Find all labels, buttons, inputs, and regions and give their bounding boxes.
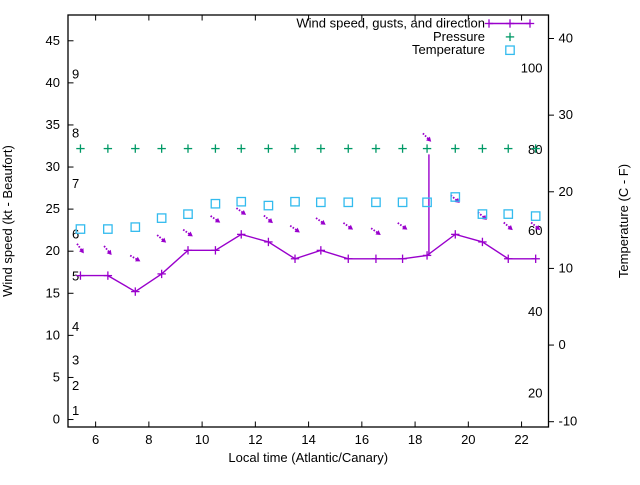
svg-text:4: 4 bbox=[72, 319, 79, 334]
svg-text:-10: -10 bbox=[559, 414, 578, 429]
svg-text:0: 0 bbox=[53, 412, 60, 427]
svg-text:22: 22 bbox=[514, 432, 528, 447]
svg-text:35: 35 bbox=[46, 117, 60, 132]
svg-text:12: 12 bbox=[248, 432, 262, 447]
svg-text:20: 20 bbox=[46, 243, 60, 258]
svg-text:20: 20 bbox=[559, 184, 573, 199]
svg-text:Wind speed (kt - Beaufort): Wind speed (kt - Beaufort) bbox=[0, 145, 15, 297]
svg-text:100: 100 bbox=[521, 61, 543, 76]
svg-text:5: 5 bbox=[53, 369, 60, 384]
svg-text:14: 14 bbox=[301, 432, 315, 447]
svg-text:45: 45 bbox=[46, 33, 60, 48]
svg-text:20: 20 bbox=[461, 432, 475, 447]
svg-text:60: 60 bbox=[528, 223, 542, 238]
svg-text:0: 0 bbox=[559, 337, 566, 352]
svg-text:8: 8 bbox=[72, 125, 79, 140]
svg-text:Temperature (C - F): Temperature (C - F) bbox=[616, 164, 631, 278]
svg-text:1: 1 bbox=[72, 403, 79, 418]
svg-text:10: 10 bbox=[46, 327, 60, 342]
svg-text:30: 30 bbox=[559, 107, 573, 122]
svg-text:3: 3 bbox=[72, 353, 79, 368]
svg-text:20: 20 bbox=[528, 385, 542, 400]
svg-text:25: 25 bbox=[46, 201, 60, 216]
svg-text:Temperature: Temperature bbox=[412, 42, 485, 57]
svg-text:10: 10 bbox=[195, 432, 209, 447]
svg-text:Local time (Atlantic/Canary): Local time (Atlantic/Canary) bbox=[228, 450, 388, 465]
svg-text:15: 15 bbox=[46, 285, 60, 300]
svg-text:18: 18 bbox=[408, 432, 422, 447]
svg-text:9: 9 bbox=[72, 66, 79, 81]
svg-text:16: 16 bbox=[355, 432, 369, 447]
svg-text:8: 8 bbox=[145, 432, 152, 447]
svg-text:40: 40 bbox=[46, 75, 60, 90]
svg-text:40: 40 bbox=[559, 31, 573, 46]
svg-text:40: 40 bbox=[528, 304, 542, 319]
svg-text:7: 7 bbox=[72, 176, 79, 191]
svg-text:6: 6 bbox=[92, 432, 99, 447]
svg-text:10: 10 bbox=[559, 260, 573, 275]
svg-text:30: 30 bbox=[46, 159, 60, 174]
svg-text:2: 2 bbox=[72, 378, 79, 393]
